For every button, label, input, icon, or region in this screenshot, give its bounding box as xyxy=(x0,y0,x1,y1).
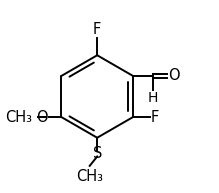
Text: CH₃: CH₃ xyxy=(76,169,103,184)
Text: O: O xyxy=(168,68,180,83)
Text: O: O xyxy=(36,110,48,125)
Text: S: S xyxy=(92,146,102,161)
Text: F: F xyxy=(151,110,159,125)
Text: H: H xyxy=(147,91,158,105)
Text: CH₃: CH₃ xyxy=(5,110,32,125)
Text: F: F xyxy=(93,22,101,37)
